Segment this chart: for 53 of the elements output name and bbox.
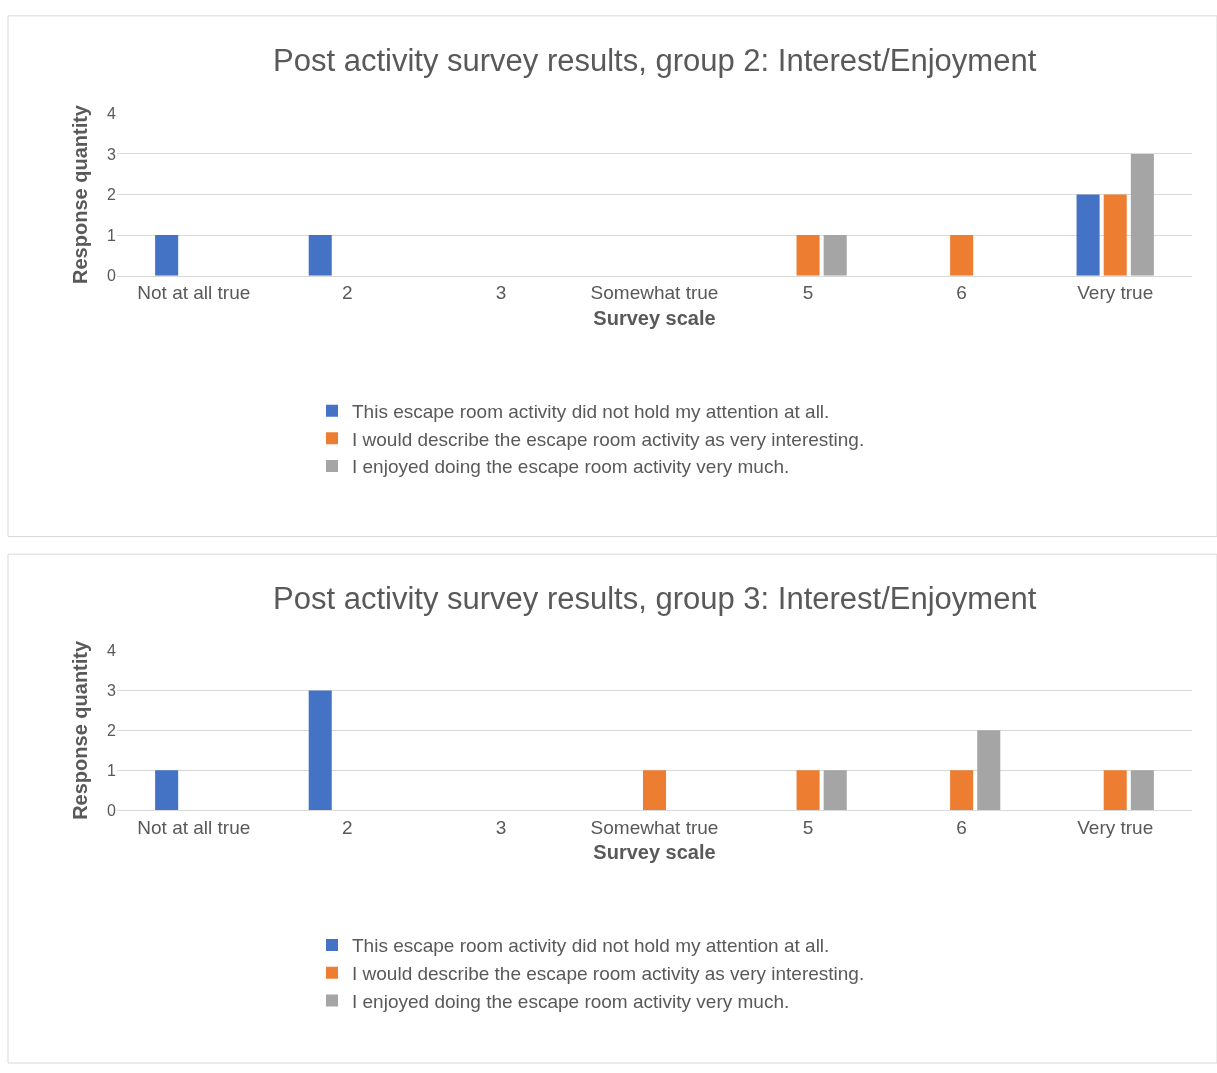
x-tick-label: 5 — [802, 282, 814, 304]
bar — [1076, 194, 1100, 276]
bar — [1103, 770, 1127, 811]
legend-label: I would describe the escape room activity as very interesting. — [352, 428, 865, 450]
bar — [977, 730, 1001, 811]
x-tick-label: 2 — [342, 816, 353, 838]
x-tick-label: 3 — [495, 282, 507, 304]
x-tick-label: Not at all true — [137, 282, 251, 304]
x-tick-label: 3 — [495, 816, 507, 838]
y-tick-label: 2 — [107, 186, 117, 204]
chart-title: Post activity survey results, group 3: Interest/Enjoyment — [273, 581, 1037, 616]
y-axis-title: Response quantity — [68, 104, 91, 284]
x-axis-title: Survey scale — [593, 306, 716, 329]
x-tick-label: 5 — [802, 816, 814, 838]
x-tick-label: Very true — [1077, 282, 1154, 304]
y-tick-label: 4 — [107, 104, 117, 122]
bar — [796, 770, 820, 811]
y-axis-title: Response quantity — [68, 640, 91, 820]
x-tick-label: 6 — [956, 282, 967, 304]
bar — [308, 690, 332, 811]
bar — [308, 235, 332, 276]
y-tick-label: 2 — [107, 721, 117, 739]
bar — [796, 235, 820, 276]
bar — [950, 235, 974, 276]
legend-label: I would describe the escape room activity as very interesting. — [352, 963, 865, 985]
legend-label: I enjoyed doing the escape room activity very much. — [352, 456, 790, 478]
y-tick-label: 1 — [107, 761, 117, 779]
bar — [155, 235, 179, 276]
legend-label: This escape room activity did not hold my attention at all. — [352, 401, 830, 423]
y-tick-label: 1 — [107, 226, 117, 244]
x-tick-label: Somewhat true — [590, 282, 719, 304]
bar — [1103, 194, 1127, 276]
y-tick-label: 3 — [107, 145, 117, 163]
bar — [642, 770, 667, 811]
bar — [823, 770, 847, 811]
y-tick-label: 3 — [107, 682, 117, 700]
bar — [823, 235, 847, 276]
x-tick-label: 2 — [342, 282, 353, 304]
bar — [155, 770, 179, 811]
legend-label: This escape room activity did not hold my attention at all. — [352, 935, 830, 957]
bar — [1130, 770, 1154, 811]
x-tick-label: 6 — [956, 816, 967, 838]
x-tick-label: Not at all true — [137, 816, 251, 838]
legend-label: I enjoyed doing the escape room activity very much. — [352, 990, 790, 1012]
bar — [1130, 153, 1154, 276]
chart-title: Post activity survey results, group 2: Interest/Enjoyment — [273, 43, 1037, 78]
y-tick-label: 0 — [107, 801, 117, 819]
bar — [950, 770, 974, 811]
x-tick-label: Very true — [1077, 816, 1154, 838]
x-tick-label: Somewhat true — [590, 816, 719, 838]
y-tick-label: 4 — [107, 642, 117, 660]
x-axis-title: Survey scale — [593, 841, 716, 864]
y-tick-label: 0 — [107, 267, 117, 285]
